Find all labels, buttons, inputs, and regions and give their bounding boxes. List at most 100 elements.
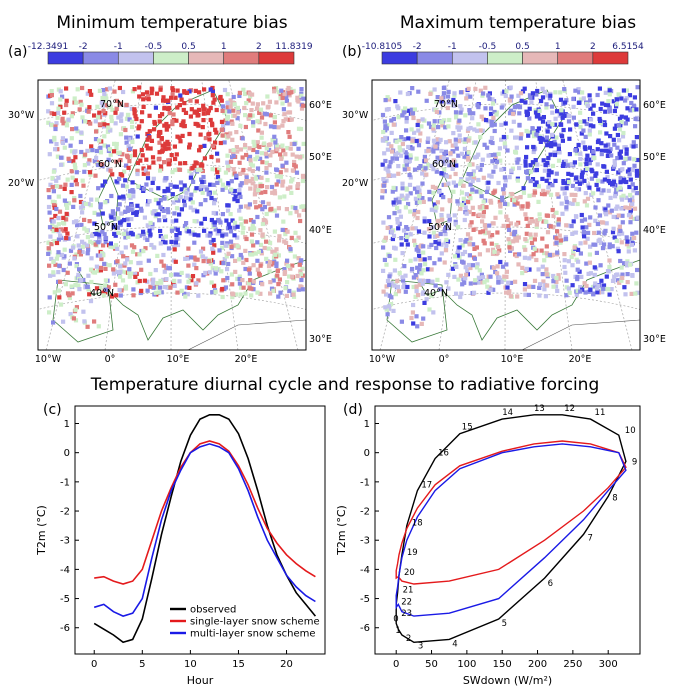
station-marker — [64, 98, 69, 103]
colorbar-bin — [557, 51, 594, 65]
station-marker — [624, 88, 629, 93]
station-marker — [460, 251, 465, 257]
station-marker — [573, 192, 578, 198]
station-marker — [277, 195, 282, 200]
station-marker — [141, 248, 146, 254]
station-marker — [442, 152, 447, 157]
station-marker — [387, 306, 392, 311]
station-marker — [513, 236, 518, 241]
colorbar-tick: -2 — [79, 42, 88, 52]
station-marker — [473, 86, 478, 92]
station-marker — [94, 286, 100, 291]
station-marker — [287, 288, 292, 294]
station-marker — [145, 137, 150, 142]
station-marker — [140, 153, 145, 158]
station-marker — [556, 217, 561, 222]
station-marker — [478, 190, 483, 195]
y-axis-label: T2m (°C) — [35, 505, 48, 556]
station-marker — [405, 91, 410, 97]
station-marker — [399, 193, 404, 198]
station-marker — [604, 212, 609, 217]
station-marker — [229, 119, 234, 124]
station-marker — [604, 131, 609, 136]
station-marker — [381, 220, 386, 225]
station-marker — [408, 258, 413, 263]
station-marker — [599, 141, 604, 146]
station-marker — [479, 162, 484, 168]
station-marker — [400, 186, 405, 191]
station-marker — [439, 251, 444, 256]
station-marker — [612, 162, 617, 167]
station-marker — [465, 232, 471, 237]
station-marker — [88, 239, 93, 244]
station-marker — [506, 223, 511, 229]
station-marker — [102, 134, 107, 139]
station-marker — [450, 164, 456, 169]
station-marker — [274, 247, 279, 252]
station-marker — [166, 146, 171, 151]
station-marker — [624, 235, 629, 240]
station-marker — [162, 106, 167, 111]
lon-label-bottom: 0° — [105, 354, 116, 365]
station-marker — [125, 112, 131, 117]
station-marker — [537, 293, 542, 298]
station-marker — [150, 87, 155, 92]
station-marker — [608, 134, 613, 139]
station-marker — [404, 225, 409, 230]
station-marker — [406, 136, 411, 141]
station-marker — [297, 262, 302, 267]
station-marker — [572, 245, 577, 250]
station-marker — [430, 279, 435, 284]
station-marker — [284, 293, 289, 298]
station-marker — [101, 88, 106, 93]
station-marker — [192, 240, 197, 245]
station-marker — [415, 265, 420, 270]
station-marker — [615, 204, 620, 209]
station-marker — [227, 225, 232, 230]
station-marker — [572, 160, 577, 165]
station-marker — [161, 98, 166, 103]
station-marker — [63, 182, 68, 187]
station-marker — [541, 115, 546, 120]
station-marker — [605, 153, 610, 158]
station-marker — [594, 182, 599, 187]
station-marker — [250, 92, 255, 97]
station-marker — [563, 236, 569, 242]
station-marker — [244, 175, 249, 180]
station-marker — [566, 223, 571, 228]
station-marker — [272, 229, 277, 234]
station-marker — [545, 253, 550, 258]
station-marker — [401, 278, 406, 283]
station-marker — [395, 205, 400, 210]
station-marker — [620, 213, 625, 218]
station-marker — [420, 117, 425, 122]
station-marker — [282, 112, 287, 117]
station-marker — [468, 175, 473, 180]
station-marker — [251, 123, 256, 128]
station-marker — [202, 143, 207, 148]
station-marker — [618, 176, 623, 181]
station-marker — [238, 123, 243, 128]
station-marker — [143, 246, 148, 251]
station-marker — [496, 151, 501, 157]
station-marker — [124, 102, 129, 107]
station-marker — [158, 87, 163, 92]
station-marker — [247, 202, 252, 207]
station-marker — [432, 119, 437, 124]
station-marker — [390, 189, 395, 194]
station-marker — [224, 254, 229, 259]
station-marker — [584, 161, 589, 167]
station-marker — [544, 135, 549, 140]
station-marker — [381, 183, 387, 188]
station-marker — [382, 238, 387, 243]
station-marker — [403, 150, 408, 155]
station-marker — [158, 205, 163, 210]
x-tick-label: 250 — [563, 659, 582, 670]
lon-label-left: 20°W — [342, 178, 369, 189]
station-marker — [412, 130, 417, 135]
station-marker — [584, 121, 589, 127]
station-marker — [169, 153, 174, 158]
x-tick-label: 0 — [91, 659, 97, 670]
station-marker — [481, 175, 486, 180]
station-marker — [250, 181, 255, 186]
